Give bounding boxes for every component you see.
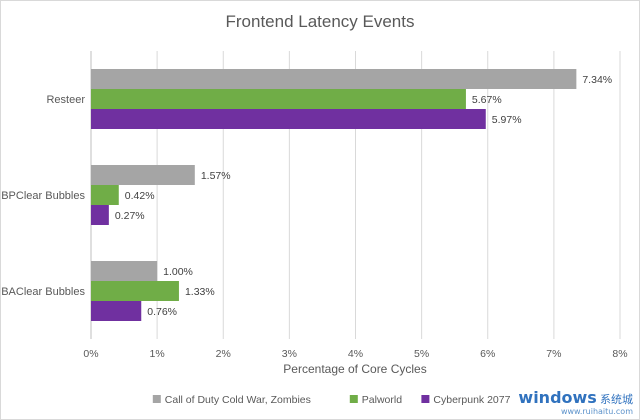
category-label: BAClear Bubbles bbox=[1, 286, 85, 298]
category-labels: Resteer BPClear Bubbles BAClear Bubbles bbox=[1, 94, 85, 298]
x-tick-label: 1% bbox=[150, 348, 165, 360]
data-labels: 7.34% 5.67% 5.97% 1.57% 0.42% 0.27% 1.00% 1.33%… bbox=[115, 74, 612, 318]
bar bbox=[91, 165, 195, 185]
legend-entry: Call of Duty Cold War, Zombies bbox=[165, 394, 311, 406]
bar bbox=[91, 89, 466, 109]
bar bbox=[91, 261, 158, 281]
legend-swatch bbox=[349, 395, 358, 403]
data-label: 5.67% bbox=[472, 94, 502, 106]
bars bbox=[91, 69, 577, 321]
x-tick-label: 6% bbox=[480, 348, 495, 360]
data-label: 5.97% bbox=[492, 114, 522, 126]
bar bbox=[91, 185, 119, 205]
x-tick-label: 5% bbox=[414, 348, 429, 360]
bar bbox=[91, 281, 179, 301]
watermark-sub: 系统城 bbox=[600, 393, 633, 406]
data-label: 1.00% bbox=[163, 266, 193, 278]
data-label: 0.27% bbox=[115, 210, 145, 222]
legend-entry: Palworld bbox=[362, 394, 402, 406]
x-tick-label: 8% bbox=[612, 348, 627, 360]
legend: Call of Duty Cold War, Zombies Palworld Cy… bbox=[152, 394, 511, 406]
x-tick-label: 7% bbox=[546, 348, 561, 360]
category-label: BPClear Bubbles bbox=[1, 190, 85, 202]
chart-title: Frontend Latency Events bbox=[225, 12, 414, 31]
legend-swatch bbox=[421, 395, 430, 403]
x-tick-label: 4% bbox=[348, 348, 363, 360]
x-tick-labels: 0% 1% 2% 3% 4% 5% 6% 7% 8% bbox=[83, 348, 627, 360]
data-label: 1.33% bbox=[185, 286, 215, 298]
watermark-main: windows bbox=[518, 388, 597, 407]
bar bbox=[91, 205, 109, 225]
data-label: 0.76% bbox=[147, 306, 177, 318]
watermark-url: www.ruihaitu.com bbox=[560, 407, 633, 416]
legend-swatch bbox=[152, 395, 161, 403]
bar bbox=[91, 301, 142, 321]
category-label: Resteer bbox=[46, 94, 85, 106]
watermark-logo: windows 系统城 www.ruihaitu.com bbox=[518, 390, 633, 417]
x-axis-title: Percentage of Core Cycles bbox=[283, 362, 426, 376]
bar bbox=[91, 109, 486, 129]
bar bbox=[91, 69, 577, 89]
data-label: 7.34% bbox=[582, 74, 612, 86]
legend-entry: Cyberpunk 2077 bbox=[433, 394, 510, 406]
x-tick-label: 2% bbox=[216, 348, 231, 360]
x-tick-label: 0% bbox=[83, 348, 98, 360]
x-tick-label: 3% bbox=[282, 348, 297, 360]
data-label: 0.42% bbox=[125, 190, 155, 202]
data-label: 1.57% bbox=[201, 170, 231, 182]
